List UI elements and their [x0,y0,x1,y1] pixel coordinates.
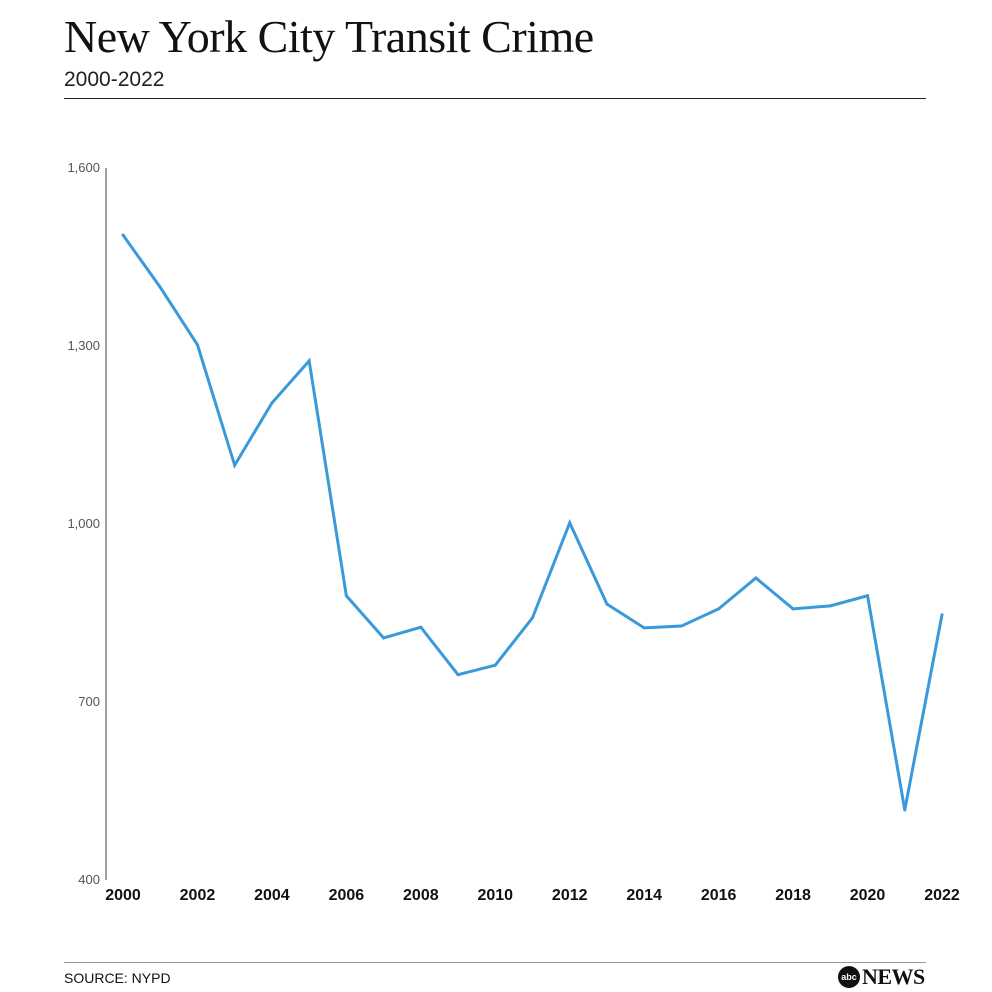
page-title: New York City Transit Crime [64,11,594,62]
x-tick-label: 2012 [552,887,588,904]
footer-divider [64,962,926,963]
x-tick-label: 2020 [850,887,886,904]
x-tick-label: 2018 [775,887,811,904]
data-point [679,624,683,628]
data-point [940,613,944,617]
data-point [233,463,237,467]
y-tick-label: 1,600 [67,160,100,175]
data-point [866,594,870,598]
header-divider [64,98,926,99]
abc-logo-circle: abc [838,966,860,988]
x-tick-label: 2014 [626,887,662,904]
data-point [456,673,460,677]
x-tick-label: 2004 [254,887,290,904]
data-point [270,401,274,405]
data-point [828,604,832,608]
x-tick-label: 2016 [701,887,737,904]
x-tick-label: 2008 [403,887,439,904]
x-tick-label: 2022 [924,887,960,904]
data-point [493,663,497,667]
data-point [195,343,199,347]
x-tick-label: 2006 [329,887,365,904]
source-note: SOURCE: NYPD [64,970,171,986]
x-tick-label: 2010 [477,887,513,904]
data-point [382,636,386,640]
data-point [642,626,646,630]
y-tick-label: 1,000 [67,516,100,531]
data-point [717,607,721,611]
data-point [568,521,572,525]
data-point [419,625,423,629]
data-point [121,233,125,237]
abc-news-logo: abc NEWS [838,964,925,990]
data-point [903,808,907,812]
page-subtitle: 2000-2022 [64,68,165,91]
y-tick-label: 400 [78,872,100,887]
y-tick-label: 700 [78,694,100,709]
data-point [531,616,534,620]
data-point [158,285,162,289]
news-logo-text: NEWS [862,964,925,989]
y-tick-label: 1,300 [67,338,100,353]
data-point [344,594,348,598]
data-point [605,602,609,606]
data-point [307,359,311,363]
data-point [791,607,795,611]
x-tick-label: 2002 [180,887,216,904]
series-line [121,234,944,811]
data-point [754,576,758,580]
x-tick-label: 2000 [105,887,141,904]
